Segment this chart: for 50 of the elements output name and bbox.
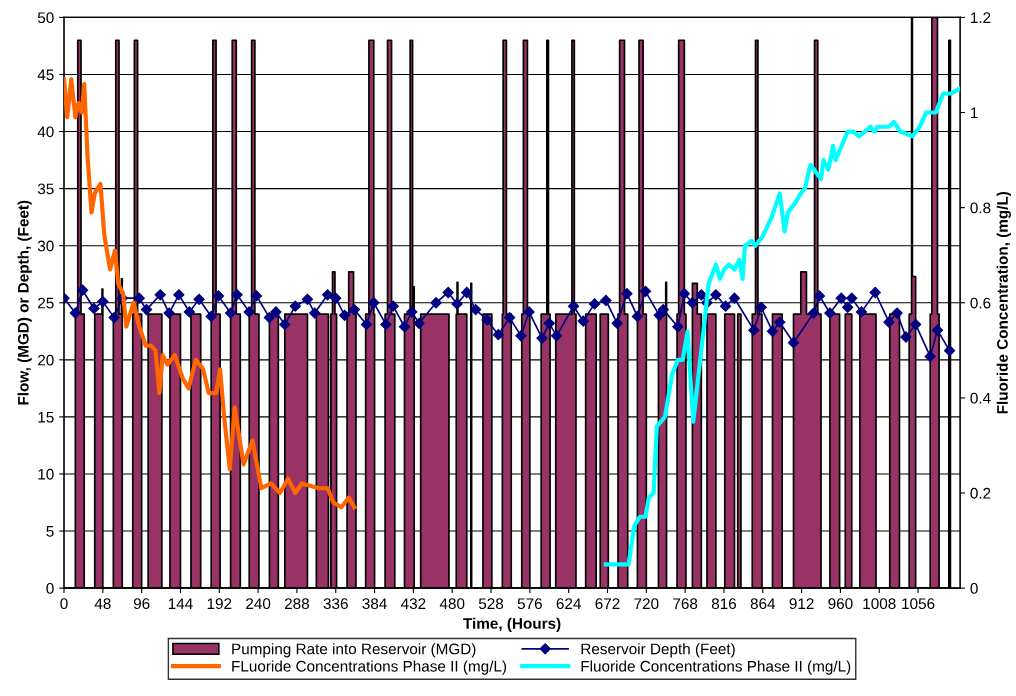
y2-tick-label: 0.4 bbox=[970, 392, 991, 404]
y-tick-label: 50 bbox=[37, 12, 54, 24]
x-tick-label: 768 bbox=[673, 598, 698, 610]
y-tick-label: 25 bbox=[38, 297, 54, 309]
y-tick-label: 20 bbox=[38, 354, 54, 366]
y2-tick-label: 1.2 bbox=[971, 12, 991, 23]
y-tick-label: 45 bbox=[37, 69, 54, 81]
line-series bbox=[603, 86, 961, 567]
x-tick-label: 48 bbox=[94, 598, 111, 610]
y-tick-label: 15 bbox=[38, 411, 54, 423]
y2-tick-label: 1 bbox=[971, 107, 978, 119]
x-tick-label: 1056 bbox=[902, 598, 935, 610]
x-tick-label: 720 bbox=[634, 598, 659, 610]
y-tick-label: 35 bbox=[37, 183, 54, 195]
y-tick-label: 10 bbox=[38, 468, 54, 480]
y2-axis-title: Fluoride Concentration, (mg/L) bbox=[996, 191, 1011, 414]
x-tick-label: 0 bbox=[60, 598, 68, 610]
x-tick-label: 576 bbox=[517, 598, 542, 610]
y-tick-label: 5 bbox=[46, 526, 54, 537]
x-tick-label: 96 bbox=[133, 598, 150, 610]
x-tick-label: 624 bbox=[556, 598, 581, 610]
x-tick-label: 528 bbox=[478, 598, 504, 610]
x-tick-label: 864 bbox=[750, 598, 776, 610]
x-tick-label: 480 bbox=[439, 598, 465, 610]
x-tick-label: 816 bbox=[711, 598, 737, 610]
x-tick-label: 336 bbox=[323, 598, 348, 610]
y2-tick-label: 0 bbox=[970, 582, 978, 594]
x-tick-label: 1008 bbox=[863, 598, 896, 610]
y-tick-label: 0 bbox=[46, 582, 54, 594]
legend-label: Fluoride Concentrations Phase II (mg/L) bbox=[581, 660, 851, 675]
legend-label: Pumping Rate into Reservoir (MGD) bbox=[232, 643, 476, 658]
x-tick-label: 912 bbox=[789, 598, 814, 610]
legend-label: FLuoride Concentrations Phase II (mg/L) bbox=[232, 660, 507, 675]
y2-tick-label: 0.2 bbox=[970, 487, 991, 499]
x-tick-label: 672 bbox=[595, 598, 620, 610]
x-tick-label: 144 bbox=[168, 598, 193, 609]
x-tick-label: 432 bbox=[401, 598, 426, 610]
x-tick-label: 288 bbox=[284, 598, 310, 610]
line-series bbox=[64, 77, 357, 510]
legend-label: Reservoir Depth (Feet) bbox=[581, 643, 735, 658]
x-axis-title: Time, (Hours) bbox=[463, 617, 561, 632]
x-tick-label: 960 bbox=[828, 598, 853, 610]
y2-tick-label: 0.8 bbox=[970, 202, 991, 214]
x-tick-label: 240 bbox=[246, 598, 271, 610]
y-axis-title: Flow, (MGD) or Depth, (Feet) bbox=[17, 200, 32, 405]
x-tick-label: 192 bbox=[207, 598, 232, 610]
x-tick-label: 384 bbox=[362, 598, 387, 610]
y-tick-label: 40 bbox=[37, 126, 54, 138]
y2-tick-label: 0.6 bbox=[970, 297, 991, 309]
y-tick-label: 30 bbox=[37, 240, 54, 252]
